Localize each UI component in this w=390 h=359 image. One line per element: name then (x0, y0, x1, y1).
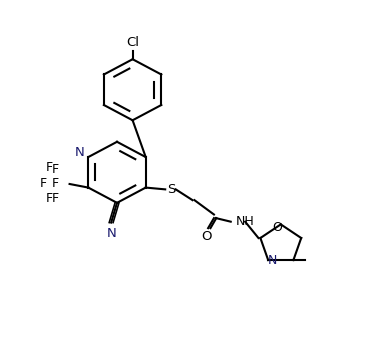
Text: F: F (51, 192, 59, 205)
Text: F: F (46, 192, 53, 205)
Text: O: O (272, 222, 282, 234)
Text: F: F (51, 163, 59, 176)
Text: N: N (268, 253, 277, 267)
Text: N: N (106, 227, 116, 240)
Text: F: F (51, 177, 59, 191)
Text: F: F (46, 161, 53, 174)
Text: S: S (167, 183, 175, 196)
Text: F: F (40, 177, 47, 191)
Text: N: N (75, 146, 85, 159)
Text: NH: NH (236, 215, 254, 228)
Text: O: O (201, 230, 211, 243)
Text: Cl: Cl (126, 36, 139, 49)
